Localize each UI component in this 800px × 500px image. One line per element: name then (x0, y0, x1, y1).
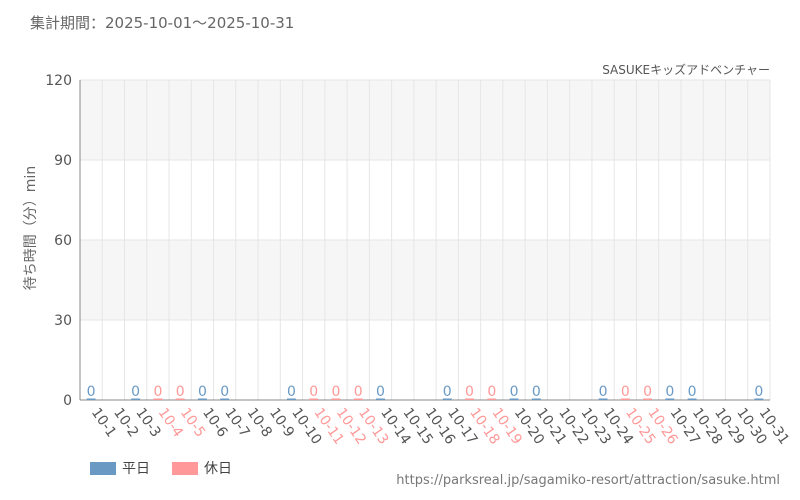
bar (687, 398, 697, 400)
bar-value-label: 0 (532, 384, 541, 400)
bar (131, 398, 141, 400)
bar-value-label: 0 (754, 384, 763, 400)
bar-value-label: 0 (510, 384, 519, 400)
legend-item-holiday[interactable]: 休日 (172, 458, 232, 478)
bar (86, 398, 96, 400)
bar (643, 398, 653, 400)
bar-value-label: 0 (621, 384, 630, 400)
bar (331, 398, 341, 400)
chart-subtitle: SASUKEキッズアドベンチャー (602, 63, 770, 77)
bar (754, 398, 764, 400)
bar (353, 398, 363, 400)
bar (309, 398, 319, 400)
bar (376, 398, 385, 400)
bar-value-label: 0 (376, 384, 385, 400)
y-tick-label: 30 (54, 313, 72, 329)
legend-item-weekday[interactable]: 平日 (90, 458, 150, 478)
bar (487, 398, 497, 400)
bar-value-label: 0 (665, 384, 674, 400)
source-url: https://parksreal.jp/sagamiko-resort/att… (396, 473, 780, 488)
bar-value-label: 0 (131, 384, 140, 400)
bar-value-label: 0 (309, 384, 318, 400)
bar (665, 398, 675, 400)
bar (287, 398, 296, 400)
bar-value-label: 0 (487, 384, 496, 400)
bar-value-label: 0 (599, 384, 608, 400)
bar (153, 398, 163, 400)
plot-band (80, 80, 770, 160)
bar-value-label: 0 (643, 384, 652, 400)
y-tick-label: 90 (54, 153, 72, 169)
bar (465, 398, 474, 400)
bar-value-label: 0 (153, 384, 162, 400)
legend-swatch-weekday (90, 461, 116, 475)
y-tick-label: 60 (54, 233, 72, 249)
bar-value-label: 0 (87, 384, 96, 400)
bar-value-label: 0 (688, 384, 697, 400)
bar-value-label: 0 (465, 384, 474, 400)
legend: 平日 休日 (90, 458, 246, 478)
period-text: 集計期間：2025-10-01～2025-10-31 (30, 14, 295, 32)
bar-value-label: 0 (354, 384, 363, 400)
y-tick-label: 120 (45, 73, 72, 89)
bar (509, 398, 519, 400)
bar (197, 398, 207, 400)
bar (175, 398, 185, 400)
bar (442, 398, 452, 400)
y-tick-label: 0 (63, 393, 72, 409)
legend-label-holiday: 休日 (204, 461, 232, 477)
bar-value-label: 0 (287, 384, 296, 400)
bar-value-label: 0 (198, 384, 207, 400)
wait-time-chart: 0306090120010-110-2010-3010-4010-5010-60… (45, 73, 792, 448)
bar-value-label: 0 (220, 384, 229, 400)
bar-value-label: 0 (443, 384, 452, 400)
bar (531, 398, 541, 400)
plot-band (80, 240, 770, 320)
bar-value-label: 0 (332, 384, 341, 400)
bar (598, 398, 608, 400)
legend-swatch-holiday (172, 461, 198, 475)
bar (620, 398, 630, 400)
legend-label-weekday: 平日 (122, 461, 150, 477)
bar-value-label: 0 (176, 384, 185, 400)
bar (220, 398, 230, 400)
